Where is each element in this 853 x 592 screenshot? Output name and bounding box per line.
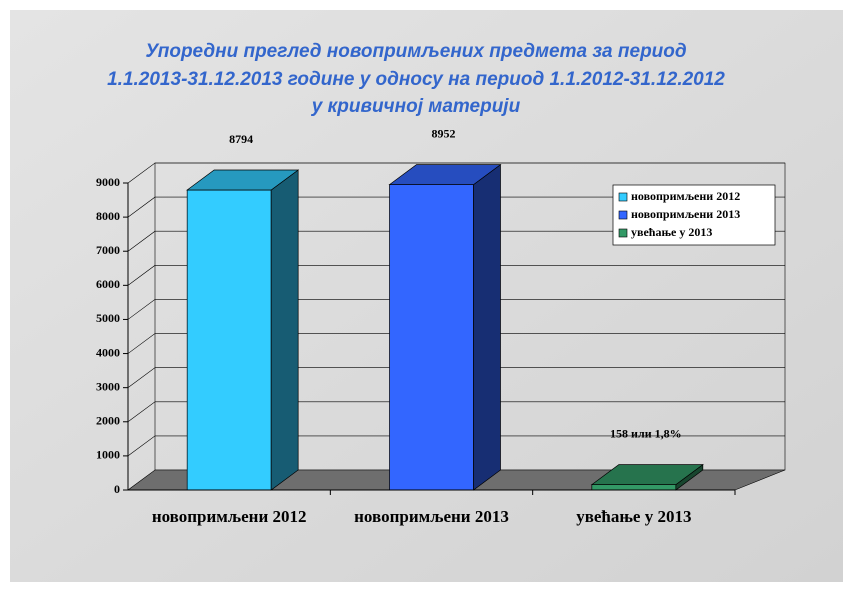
x-tick-label: увећање у 2013 — [576, 507, 691, 526]
y-tick-label: 4000 — [96, 345, 120, 359]
grid-line — [127, 333, 785, 354]
grid-line — [127, 162, 785, 184]
bar-front — [389, 184, 474, 491]
x-tick-label: новопримљени 2013 — [354, 507, 509, 526]
grid-line — [127, 265, 785, 286]
bar-top — [186, 169, 300, 191]
chart-title: у кривичној материји — [311, 96, 521, 117]
grid-line — [127, 299, 785, 320]
y-tick-label: 6000 — [96, 277, 120, 291]
legend-swatch — [618, 192, 628, 202]
data-label: 158 или 1,8% — [610, 426, 682, 440]
grid-line — [127, 367, 785, 388]
grid-line — [127, 435, 785, 457]
data-label: 8952 — [432, 126, 456, 140]
bar-front — [591, 484, 677, 491]
y-tick-label: 8000 — [96, 209, 120, 223]
bar-side — [473, 163, 501, 491]
chart-title: Упоредни преглед новопримљених предмета … — [145, 41, 687, 62]
grid-line — [127, 230, 785, 252]
legend-box — [612, 184, 776, 246]
y-tick-label: 2000 — [96, 414, 120, 428]
legend-label: новопримљени 2013 — [631, 207, 740, 221]
chart-title: 1.1.2013-31.12.2013 године у односу на п… — [107, 69, 725, 90]
x-tick-label: новопримљени 2012 — [152, 507, 307, 526]
legend-label: увећање у 2013 — [631, 225, 712, 239]
legend-label: новопримљени 2012 — [631, 189, 740, 203]
grid-line — [127, 196, 785, 218]
legend-swatch — [618, 210, 628, 220]
y-tick-label: 7000 — [96, 243, 120, 257]
y-tick-label: 3000 — [96, 379, 120, 393]
y-tick-label: 9000 — [96, 175, 120, 189]
grid-line — [127, 401, 785, 423]
y-tick-label: 5000 — [96, 311, 120, 325]
bar-top — [590, 464, 704, 485]
y-tick-label: 1000 — [96, 448, 120, 462]
bar-front — [186, 189, 272, 491]
legend-swatch — [618, 228, 628, 238]
bar-side — [270, 169, 299, 491]
bar-top — [388, 164, 502, 185]
y-tick-label: 0 — [114, 482, 120, 496]
data-label: 8794 — [229, 132, 253, 146]
